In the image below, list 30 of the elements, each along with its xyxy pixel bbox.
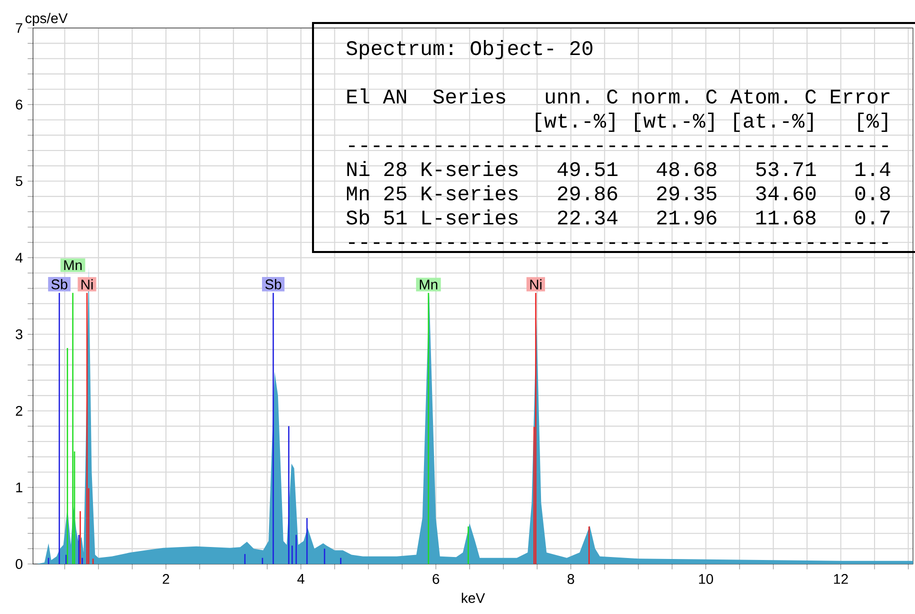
y-tick-label: 0 bbox=[16, 559, 22, 569]
x-tick-label: 4 bbox=[297, 574, 304, 584]
x-tick-label: 10 bbox=[699, 574, 714, 584]
annotation: Ni 28 K-series 49.51 48.68 53.71 1.4 bbox=[347, 161, 890, 176]
x-tick-label: 6 bbox=[432, 574, 440, 584]
text: Mn bbox=[64, 260, 82, 270]
y-tick-label: 3 bbox=[16, 329, 22, 340]
y-tick-label: 2 bbox=[16, 406, 22, 416]
annotation: [wt.-%] [wt.-%] [at.-%] [%] bbox=[536, 112, 888, 132]
y-tick-label: 6 bbox=[16, 100, 22, 110]
series-label: Mn bbox=[420, 280, 438, 290]
annotation: Mn 25 K-series 29.86 29.35 34.60 0.8 bbox=[346, 185, 890, 200]
y-tick-label: 5 bbox=[16, 176, 22, 186]
annotation: Spectrum: Object- 20 bbox=[346, 40, 592, 60]
annotation: -------------------------------------------- bbox=[349, 145, 888, 148]
x-tick-label: 8 bbox=[568, 574, 574, 584]
y-tick-label: 4 bbox=[15, 252, 23, 263]
text: Sb bbox=[265, 279, 282, 290]
y-tick-label: 1 bbox=[16, 482, 22, 492]
text: Ni bbox=[530, 279, 542, 290]
x-axis-title: keV bbox=[462, 592, 485, 603]
x-tick-label: 12 bbox=[834, 574, 848, 584]
annotation: -------------------------------------------- bbox=[349, 242, 888, 244]
y-axis-title: cps/eV bbox=[26, 12, 68, 26]
x-tick-label: 2 bbox=[162, 574, 170, 584]
annotation: Sb 51 L-series 22.34 21.96 11.68 0.7 bbox=[346, 209, 890, 225]
y-tick-label: 7 bbox=[16, 23, 22, 33]
series-label: Sb bbox=[51, 279, 68, 290]
series-label: Ni bbox=[82, 279, 93, 290]
annotation: El AN Series unn. C norm. C Atom. C Error bbox=[347, 88, 890, 104]
